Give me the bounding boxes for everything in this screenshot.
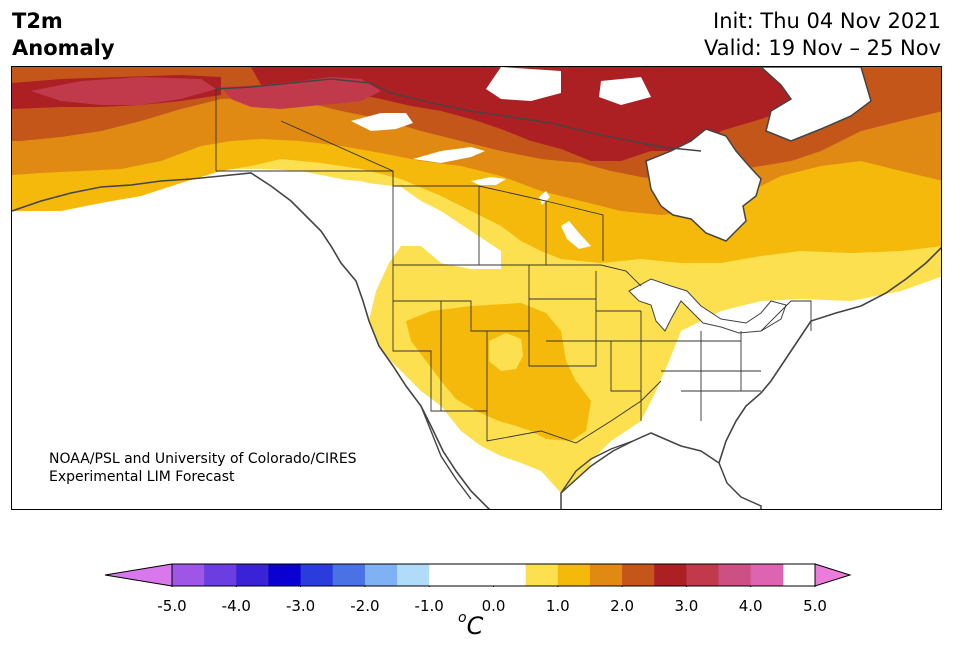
colorbar-tick-label: 3.0 <box>674 597 699 615</box>
colorbar-segments <box>172 564 784 586</box>
pacific-coastal-strip <box>12 173 479 509</box>
colorbar-segment <box>654 564 687 586</box>
colorbar-tick-label: -2.0 <box>350 597 380 615</box>
baffin-bay <box>759 67 872 142</box>
colorbar-segment <box>750 564 784 586</box>
gulf-of-mexico <box>560 432 762 509</box>
anomaly-map <box>12 67 941 509</box>
colorbar-segment <box>461 564 527 586</box>
anomaly-pocket-southwest <box>489 333 523 371</box>
colorbar-over-arrow <box>814 563 852 587</box>
colorbar-tick-label: 1.0 <box>545 597 570 615</box>
forecast-dates: Init: Thu 04 Nov 2021 Valid: 19 Nov – 25… <box>704 8 941 62</box>
arctic-channel-1 <box>351 113 413 131</box>
colorbar-segment <box>557 564 591 586</box>
mexico-coast <box>420 405 634 500</box>
west-coastline <box>12 172 491 509</box>
arctic-water-2 <box>599 77 651 105</box>
colorbar-segment <box>332 564 366 586</box>
unit-symbol: C <box>466 612 484 640</box>
colorbar-segment <box>525 564 559 586</box>
data-credit: NOAA/PSL and University of Colorado/CIRE… <box>49 450 357 486</box>
arctic-channel-2 <box>413 147 485 163</box>
colorbar-ticks <box>171 586 816 587</box>
init-date: Init: Thu 04 Nov 2021 <box>713 9 941 33</box>
map-panel <box>11 66 942 510</box>
colorbar-segment <box>589 564 623 586</box>
colorbar-tick-label: -5.0 <box>157 597 187 615</box>
colorbar-tick-label: -3.0 <box>285 597 316 615</box>
colorbar-segment <box>718 564 752 586</box>
colorbar <box>104 563 852 587</box>
variable-label: T2m <box>12 9 63 33</box>
anomaly-blob-southwest <box>406 303 591 441</box>
colorbar-segment <box>268 564 302 586</box>
arctic-channel-3 <box>471 177 506 185</box>
unit-degree: o <box>458 610 467 626</box>
east-coastline <box>718 246 941 464</box>
arctic-coastline <box>215 78 702 152</box>
lake-2 <box>561 221 591 249</box>
neutral-pocket <box>301 177 496 265</box>
map-title: T2m Anomaly <box>12 8 115 62</box>
colorbar-segment <box>622 564 655 586</box>
arctic-water <box>486 67 561 101</box>
lake-1 <box>539 191 550 205</box>
colorbar-segment <box>172 564 205 586</box>
colorbar-tick-label: 4.0 <box>738 597 763 615</box>
credit-line-1: NOAA/PSL and University of Colorado/CIRE… <box>49 451 357 467</box>
colorbar-segment <box>686 564 720 586</box>
colorbar-tick-label: 5.0 <box>803 597 827 615</box>
colorbar-segment <box>236 564 269 586</box>
colorbar-tick-label: -4.0 <box>221 597 251 615</box>
colorbar-segment <box>204 564 237 586</box>
colorbar-segment <box>429 564 462 586</box>
colorbar-tick-label: 0.0 <box>481 597 506 615</box>
colorbar-segment <box>364 564 398 586</box>
anomaly-band-3-0 <box>221 77 381 109</box>
credit-line-2: Experimental LIM Forecast <box>49 469 235 485</box>
colorbar-unit: oC <box>458 610 484 640</box>
colorbar-segment <box>397 564 430 586</box>
colorbar-segment <box>300 564 334 586</box>
anomaly-band-3-0-west <box>31 77 216 105</box>
colorbar-under-arrow <box>104 563 173 587</box>
colorbar-tick-label: -1.0 <box>414 597 444 615</box>
political-borders <box>215 89 812 444</box>
valid-range: Valid: 19 Nov – 25 Nov <box>704 36 941 60</box>
colorbar-tick-label: 2.0 <box>610 597 635 615</box>
hudson-bay <box>645 128 762 242</box>
quantity-label: Anomaly <box>12 36 115 60</box>
